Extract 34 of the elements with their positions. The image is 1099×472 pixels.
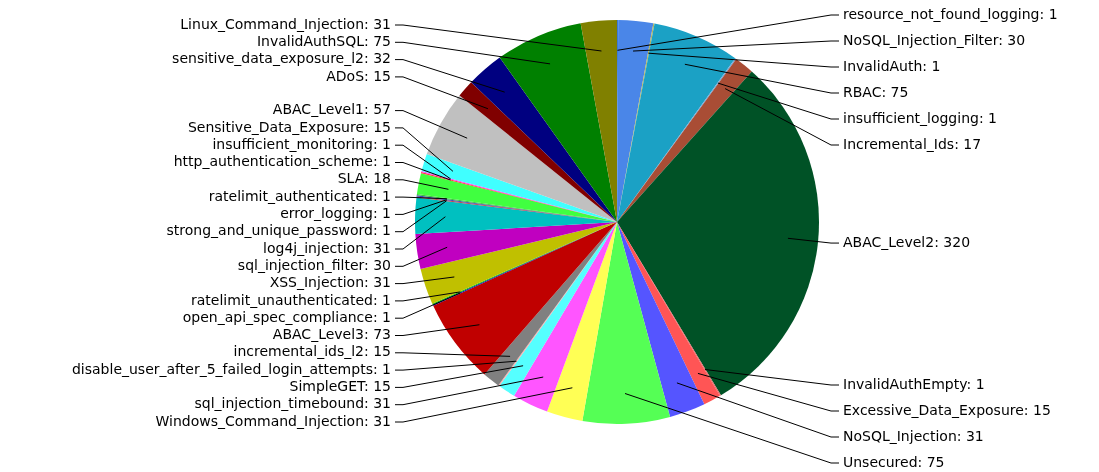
slice-label: error_logging: 1 — [280, 205, 391, 222]
slice-label: strong_and_unique_password: 1 — [166, 222, 391, 239]
slice-label: sql_injection_timebound: 31 — [194, 395, 391, 412]
slice-label: log4j_injection: 31 — [263, 239, 391, 256]
slice-label: NoSQL_Injection: 31 — [843, 427, 984, 444]
slice-label: http_authentication_scheme: 1 — [173, 153, 391, 170]
slice-label: Sensitive_Data_Exposure: 15 — [187, 118, 391, 135]
slice-label: InvalidAuthSQL: 75 — [256, 32, 391, 49]
slice-label: Windows_Command_Injection: 31 — [155, 412, 391, 429]
slice-label: NoSQL_Injection_Filter: 30 — [843, 31, 1026, 48]
slice-label: Excessive_Data_Exposure: 15 — [843, 401, 1051, 418]
slice-label: ABAC_Level3: 73 — [272, 326, 391, 343]
slice-label: ADoS: 15 — [326, 67, 391, 84]
slice-label: Incremental_Ids: 17 — [843, 135, 982, 152]
slice-label: InvalidAuth: 1 — [843, 57, 941, 74]
slice-label: SLA: 18 — [337, 170, 391, 187]
slice-label: SimpleGET: 15 — [289, 378, 391, 395]
slice-label: XSS_Injection: 31 — [269, 274, 391, 291]
slice-label: ratelimit_authenticated: 1 — [208, 187, 391, 204]
slice-label: incremental_ids_l2: 15 — [233, 343, 391, 360]
slice-label: ABAC_Level2: 320 — [843, 233, 971, 250]
slice-label: disable_user_after_5_failed_login_attempts: 1 — [71, 360, 391, 377]
slice-label: Linux_Command_Injection: 31 — [180, 15, 391, 32]
slice-label: sql_injection_filter: 30 — [237, 256, 391, 273]
slice-label: InvalidAuthEmpty: 1 — [843, 375, 985, 392]
slice-label: RBAC: 75 — [843, 83, 909, 100]
slice-label: Unsecured: 75 — [843, 453, 945, 470]
slice-label: resource_not_found_logging: 1 — [843, 5, 1058, 22]
slice-label: ABAC_Level1: 57 — [272, 101, 391, 118]
slice-label: insufficient_monitoring: 1 — [212, 135, 391, 152]
slice-label: insufficient_logging: 1 — [843, 109, 997, 126]
slice-label: sensitive_data_exposure_l2: 32 — [172, 50, 391, 67]
slice-label: open_api_spec_compliance: 1 — [182, 308, 391, 325]
slice-label: ratelimit_unauthenticated: 1 — [191, 291, 391, 308]
